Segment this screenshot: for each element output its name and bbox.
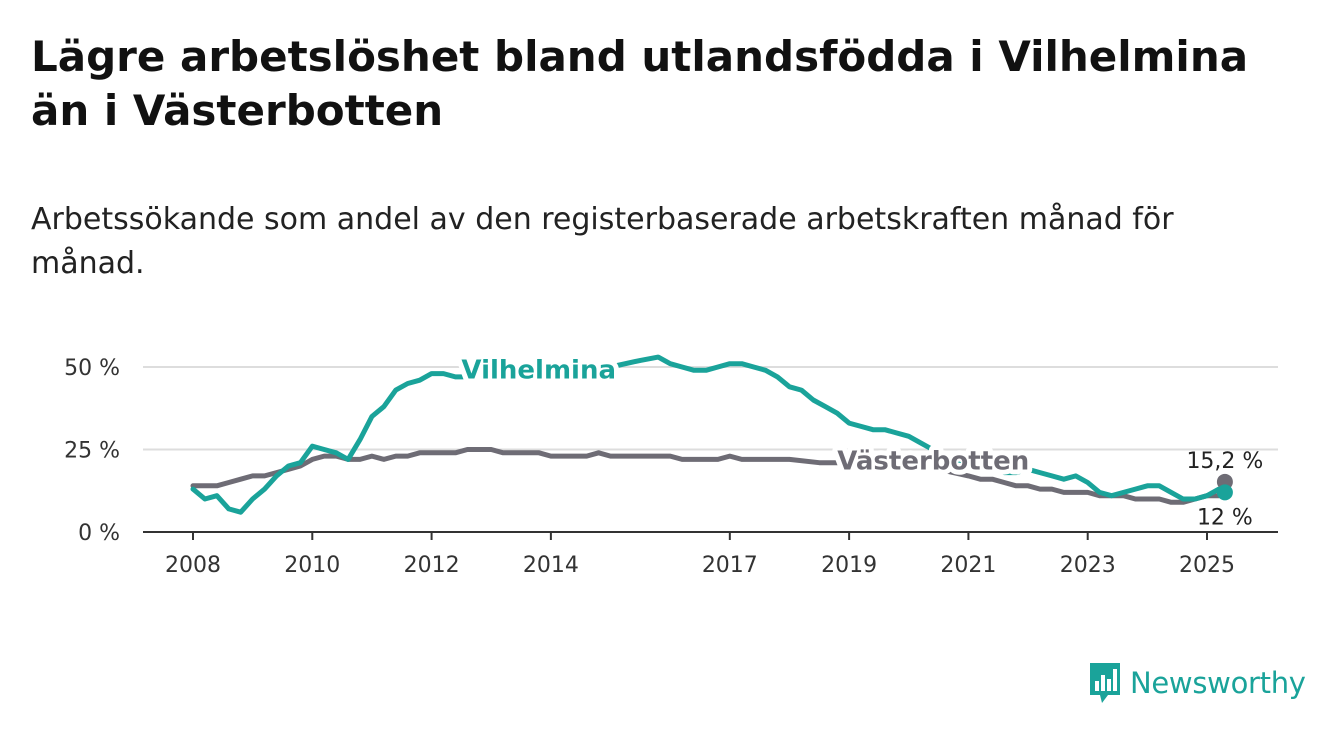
x-tick-label: 2019 — [821, 553, 877, 578]
x-tick-label: 2021 — [940, 553, 996, 578]
x-tick-label: 2014 — [523, 553, 579, 578]
x-tick-label: 2017 — [702, 553, 758, 578]
chart-subtitle: Arbetssökande som andel av den registerb… — [31, 202, 1174, 281]
end-value-label: 15,2 % — [1186, 449, 1263, 474]
series-label-halo: Vilhelmina — [461, 356, 616, 386]
y-tick-label: 50 % — [64, 356, 120, 381]
x-tick-label: 2023 — [1060, 553, 1116, 578]
line-chart: 0 % 25 % 50 % 2008 2010 2012 2014 2017 2019 2021 2… — [64, 354, 1278, 578]
x-tick-label: 2012 — [404, 553, 460, 578]
x-tick-label: 2025 — [1179, 553, 1235, 578]
series-label-halo: Västerbotten — [837, 446, 1029, 476]
series-line-vilhelmina — [190, 354, 1228, 515]
series-label-vilhelmina: Vilhelmina — [461, 356, 616, 386]
x-tick-label: 2010 — [284, 553, 340, 578]
bar-chart-icon — [1090, 663, 1120, 703]
endpoint-dot-vilhelmina — [1216, 484, 1233, 501]
y-tick-label: 25 % — [64, 439, 120, 464]
y-tick-label: 0 % — [78, 521, 120, 546]
chart-title: Lägre arbetslöshet bland utlandsfödda i … — [31, 32, 1249, 135]
series-label-västerbotten: Västerbotten — [837, 446, 1029, 476]
end-value-label: 12 % — [1197, 505, 1253, 530]
x-tick-label: 2008 — [165, 553, 221, 578]
brand-name: Newsworthy — [1130, 666, 1306, 700]
newsworthy-logo: Newsworthy — [1088, 660, 1306, 706]
